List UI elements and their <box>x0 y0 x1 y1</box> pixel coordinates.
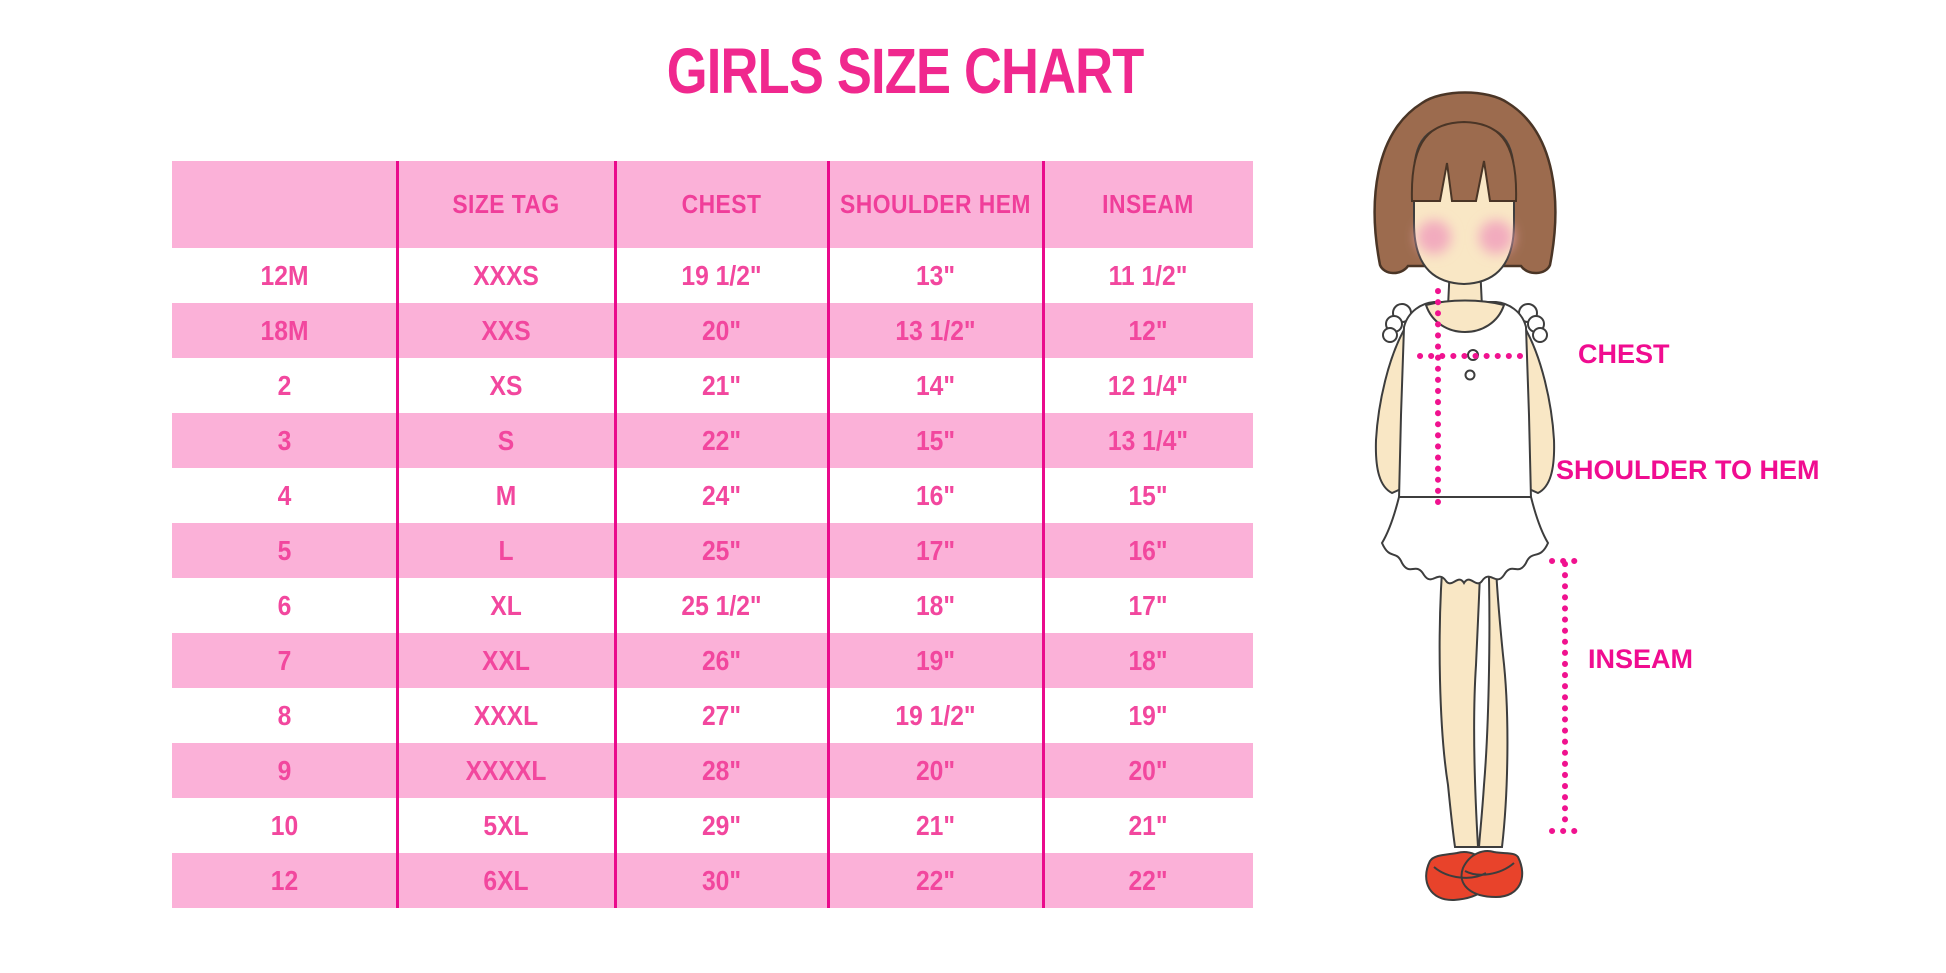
table-cell: 5 <box>277 534 292 566</box>
table-cell: 26" <box>701 644 742 676</box>
table-cell: 19 1/2" <box>681 259 762 291</box>
cheek-right <box>1479 220 1513 254</box>
table-cell: 15" <box>915 424 956 456</box>
table-cell: S <box>497 424 515 456</box>
table-row: 18M XXS 20" 13 1/2" 12" <box>172 303 1253 358</box>
table-cell: 20" <box>701 314 742 346</box>
table-cell: 18M <box>260 314 309 346</box>
table-cell: 28" <box>701 754 742 786</box>
table-cell: 21" <box>915 809 956 841</box>
table-cell: 17" <box>1128 589 1168 621</box>
header-cell: CHEST <box>681 189 762 219</box>
table-cell: 13 1/4" <box>1107 424 1189 456</box>
table-cell: 10 <box>270 809 299 841</box>
table-cell: 25 1/2" <box>681 589 762 621</box>
column-divider <box>1041 161 1045 908</box>
table-cell: 18" <box>1128 644 1168 676</box>
header-cell: SIZE TAG <box>452 189 560 219</box>
shoe-strap-right <box>1464 862 1515 876</box>
table-cell: 3 <box>277 424 292 456</box>
table-cell: XXXL <box>473 699 539 731</box>
table-row: 5 L 25" 17" 16" <box>172 523 1253 578</box>
table-row: 7 XXL 26" 19" 18" <box>172 633 1253 688</box>
table-cell: 19 1/2" <box>895 699 976 731</box>
table-cell: 22" <box>915 864 956 896</box>
column-divider <box>395 161 399 908</box>
column-divider <box>826 161 830 908</box>
bangs <box>1410 120 1518 202</box>
table-cell: 12 <box>270 864 299 896</box>
table-cell: 19" <box>915 644 956 676</box>
table-row: 8 XXXL 27" 19 1/2" 19" <box>172 688 1253 743</box>
table-row: 4 M 24" 16" 15" <box>172 468 1253 523</box>
table-cell: 6XL <box>483 864 529 896</box>
table-row: 12 6XL 30" 22" 22" <box>172 853 1253 908</box>
table-cell: 7 <box>277 644 292 676</box>
table-cell: 29" <box>701 809 742 841</box>
table-row: 6 XL 25 1/2" 18" 17" <box>172 578 1253 633</box>
skirt <box>1380 496 1550 585</box>
table-cell: 12" <box>1128 314 1168 346</box>
inseam-label: INSEAM <box>1588 644 1694 674</box>
table-cell: XXXS <box>473 259 539 291</box>
header-cell: INSEAM <box>1102 189 1194 219</box>
table-cell: 13 1/2" <box>895 314 976 346</box>
table-cell: 25" <box>701 534 742 566</box>
table-cell: 2 <box>277 369 292 401</box>
table-cell: 13" <box>915 259 956 291</box>
table-cell: 15" <box>1128 479 1168 511</box>
leg-right <box>1477 544 1509 848</box>
girl-illustration <box>1373 91 1584 902</box>
table-cell: 21" <box>701 369 742 401</box>
table-cell: 12M <box>260 259 309 291</box>
table-cell: XL <box>490 589 522 621</box>
chest-label: CHEST <box>1578 339 1670 369</box>
table-cell: 27" <box>701 699 742 731</box>
table-cell: XS <box>489 369 523 401</box>
table-row: 12M XXXS 19 1/2" 13" 11 1/2" <box>172 248 1253 303</box>
table-cell: 4 <box>277 479 292 511</box>
table-cell: XXS <box>481 314 531 346</box>
table-row: 2 XS 21" 14" 12 1/4" <box>172 358 1253 413</box>
table-cell: 18" <box>915 589 956 621</box>
table-cell: 12 1/4" <box>1107 369 1189 401</box>
button-bottom <box>1464 369 1476 381</box>
table-row: 3 S 22" 15" 13 1/4" <box>172 413 1253 468</box>
table-cell: 5XL <box>483 809 529 841</box>
table-cell: 24" <box>701 479 742 511</box>
neckline <box>1424 299 1506 333</box>
column-divider <box>613 161 617 908</box>
table-cell: 20" <box>915 754 956 786</box>
header-cell <box>186 161 384 248</box>
table-cell: 30" <box>701 864 742 896</box>
table-cell: M <box>495 479 517 511</box>
table-cell: 21" <box>1128 809 1168 841</box>
table-header-row: SIZE TAG CHEST SHOULDER HEM INSEAM <box>172 161 1253 248</box>
cheek-left <box>1417 220 1451 254</box>
table-cell: 22" <box>1128 864 1168 896</box>
table-cell: 14" <box>915 369 956 401</box>
table-cell: 11 1/2" <box>1108 259 1188 291</box>
table-cell: 6 <box>277 589 292 621</box>
measurement-lines <box>1417 288 1584 834</box>
table-cell: 16" <box>915 479 956 511</box>
table-cell: 17" <box>915 534 956 566</box>
table-cell: 22" <box>701 424 742 456</box>
table-cell: 16" <box>1128 534 1168 566</box>
shoulder-to-hem-label: SHOULDER TO HEM <box>1556 455 1820 485</box>
header-cell: SHOULDER HEM <box>840 189 1031 219</box>
table-row: 10 5XL 29" 21" 21" <box>172 798 1253 853</box>
table-cell: 9 <box>277 754 292 786</box>
table-cell: XXXXL <box>465 754 547 786</box>
table-cell: 20" <box>1128 754 1168 786</box>
table-cell: 19" <box>1128 699 1168 731</box>
page-title: GIRLS SIZE CHART <box>666 35 1145 107</box>
table-cell: 8 <box>277 699 292 731</box>
size-table: SIZE TAG CHEST SHOULDER HEM INSEAM 12M XXXS 19… <box>172 161 1253 908</box>
table-row: 9 XXXXL 28" 20" 20" <box>172 743 1253 798</box>
table-cell: XXL <box>482 644 530 676</box>
table-cell: L <box>498 534 514 566</box>
leg-left <box>1438 544 1483 848</box>
